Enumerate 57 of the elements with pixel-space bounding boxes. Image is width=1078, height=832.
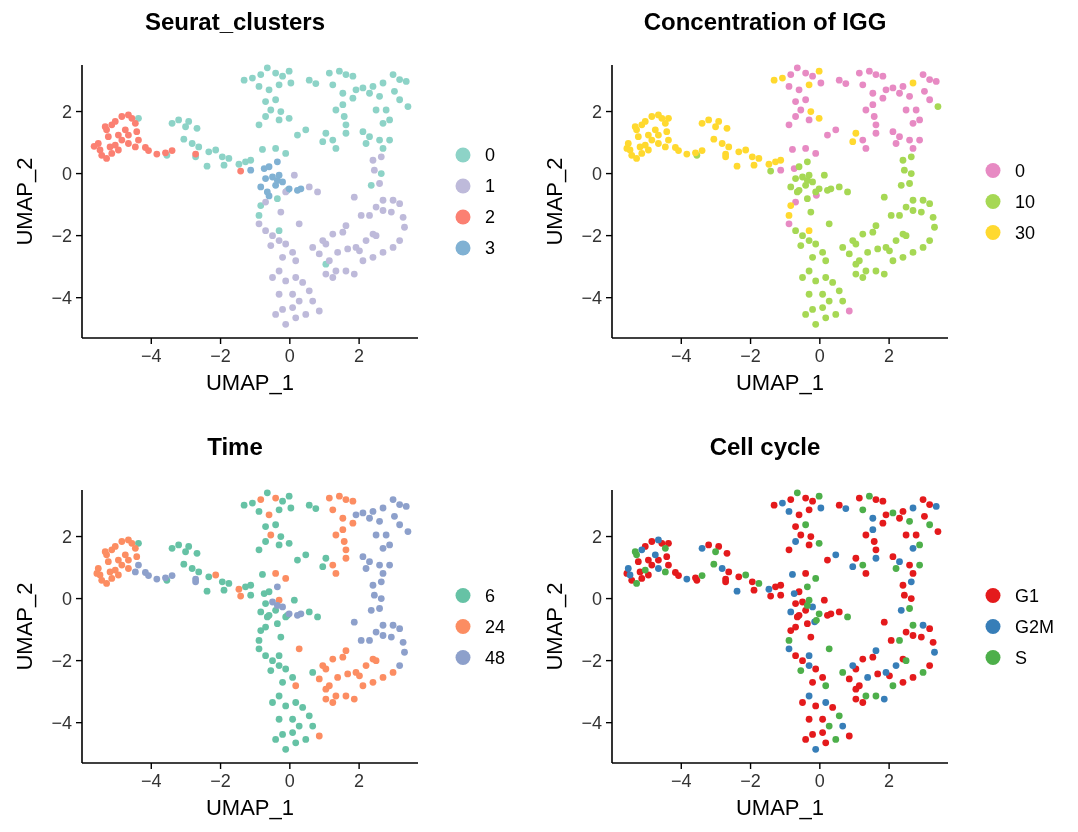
x-tick-label: 2 — [354, 771, 365, 791]
x-tick-label: −2 — [740, 771, 761, 791]
x-tick-label: 0 — [814, 771, 825, 791]
y-tick-label: −2 — [581, 650, 602, 671]
x-axis-title: UMAP_1 — [735, 370, 825, 395]
y-tick-label: −2 — [581, 225, 602, 246]
y-tick-label: −4 — [581, 287, 602, 308]
legend-label: G1 — [1015, 585, 1040, 606]
legend-label: 1 — [485, 176, 496, 196]
y-tick-label: −2 — [51, 225, 72, 246]
legend-label: 10 — [1015, 191, 1036, 212]
x-tick-label: 0 — [284, 771, 295, 791]
legend-label: 0 — [1015, 160, 1026, 181]
y-tick-label: 2 — [591, 526, 602, 547]
legend-label: 24 — [485, 616, 506, 637]
legend-label: 6 — [485, 585, 496, 606]
x-tick-label: −4 — [671, 346, 692, 366]
y-axis-title: UMAP_2 — [12, 157, 37, 246]
legend-label: 2 — [485, 207, 496, 227]
y-tick-label: 2 — [61, 526, 72, 547]
x-tick-label: −2 — [210, 346, 231, 366]
x-tick-label: 2 — [884, 346, 895, 366]
legend-label: S — [1015, 647, 1028, 668]
chart-title: Seurat_clusters — [144, 8, 326, 35]
x-tick-label: 0 — [284, 346, 295, 366]
x-tick-label: −4 — [671, 771, 692, 791]
chart-title: Time — [207, 433, 263, 460]
chart-title: Cell cycle — [709, 433, 821, 460]
legend-label: G2M — [1015, 616, 1055, 637]
y-tick-label: 2 — [591, 101, 602, 122]
y-tick-label: 0 — [61, 588, 72, 609]
chart-title: Concentration of IGG — [643, 8, 887, 35]
legend-label: 0 — [485, 145, 496, 165]
x-tick-label: 2 — [354, 346, 365, 366]
y-axis-title: UMAP_2 — [542, 582, 567, 671]
x-tick-label: −4 — [141, 346, 162, 366]
x-tick-label: −2 — [210, 771, 231, 791]
y-axis-title: UMAP_2 — [12, 582, 37, 671]
x-axis-title: UMAP_1 — [205, 370, 295, 395]
x-axis-title: UMAP_1 — [205, 795, 295, 820]
x-tick-label: 0 — [814, 346, 825, 366]
legend-label: 30 — [1015, 222, 1036, 243]
y-tick-label: 0 — [591, 588, 602, 609]
x-axis-title: UMAP_1 — [735, 795, 825, 820]
y-axis-title: UMAP_2 — [542, 157, 567, 246]
y-tick-label: −4 — [51, 287, 72, 308]
y-tick-label: −2 — [51, 650, 72, 671]
y-tick-label: 0 — [61, 163, 72, 184]
x-tick-label: −4 — [141, 771, 162, 791]
legend-label: 3 — [485, 238, 496, 258]
x-tick-label: −2 — [740, 346, 761, 366]
y-tick-label: −4 — [581, 712, 602, 733]
y-tick-label: −4 — [51, 712, 72, 733]
y-tick-label: 2 — [61, 101, 72, 122]
legend-label: 48 — [485, 647, 506, 668]
y-tick-label: 0 — [591, 163, 602, 184]
x-tick-label: 2 — [884, 771, 895, 791]
